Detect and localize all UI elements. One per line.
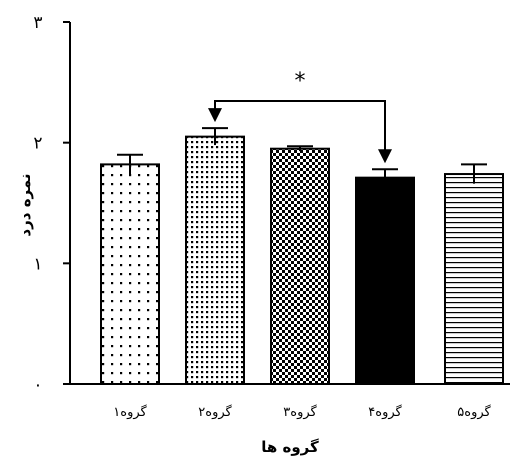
significance-star: * xyxy=(295,69,306,94)
bar-2 xyxy=(185,135,245,385)
y-tick-label: ۱ xyxy=(33,254,42,274)
bar-1 xyxy=(100,163,160,385)
category-label-2: گروه۲ xyxy=(198,404,232,420)
y-tick-label: ۳ xyxy=(33,13,42,33)
y-axis-label: نمره درد xyxy=(16,173,34,236)
category-label-5: گروه۵ xyxy=(457,404,491,420)
category-labels: گروه۱ گروه۲ گروه۳ گروه۴ گروه۵ xyxy=(113,404,491,420)
bar-3 xyxy=(270,147,330,385)
y-ticks: ۰ ۱ ۲ ۳ xyxy=(33,13,70,395)
y-tick-label: ۰ xyxy=(33,375,42,395)
arrowhead-left xyxy=(208,108,222,123)
bar-5 xyxy=(444,173,504,385)
y-tick-label: ۲ xyxy=(33,134,42,154)
error-bars xyxy=(117,127,487,187)
category-label-1: گروه۱ xyxy=(113,404,147,420)
x-axis-label: گروه ها xyxy=(261,438,319,456)
category-label-4: گروه۴ xyxy=(368,404,402,420)
arrowhead-right xyxy=(378,149,392,164)
category-label-3: گروه۳ xyxy=(283,404,317,420)
bar-4 xyxy=(355,176,415,385)
significance-annotation: * xyxy=(208,69,392,164)
bars xyxy=(100,135,504,385)
